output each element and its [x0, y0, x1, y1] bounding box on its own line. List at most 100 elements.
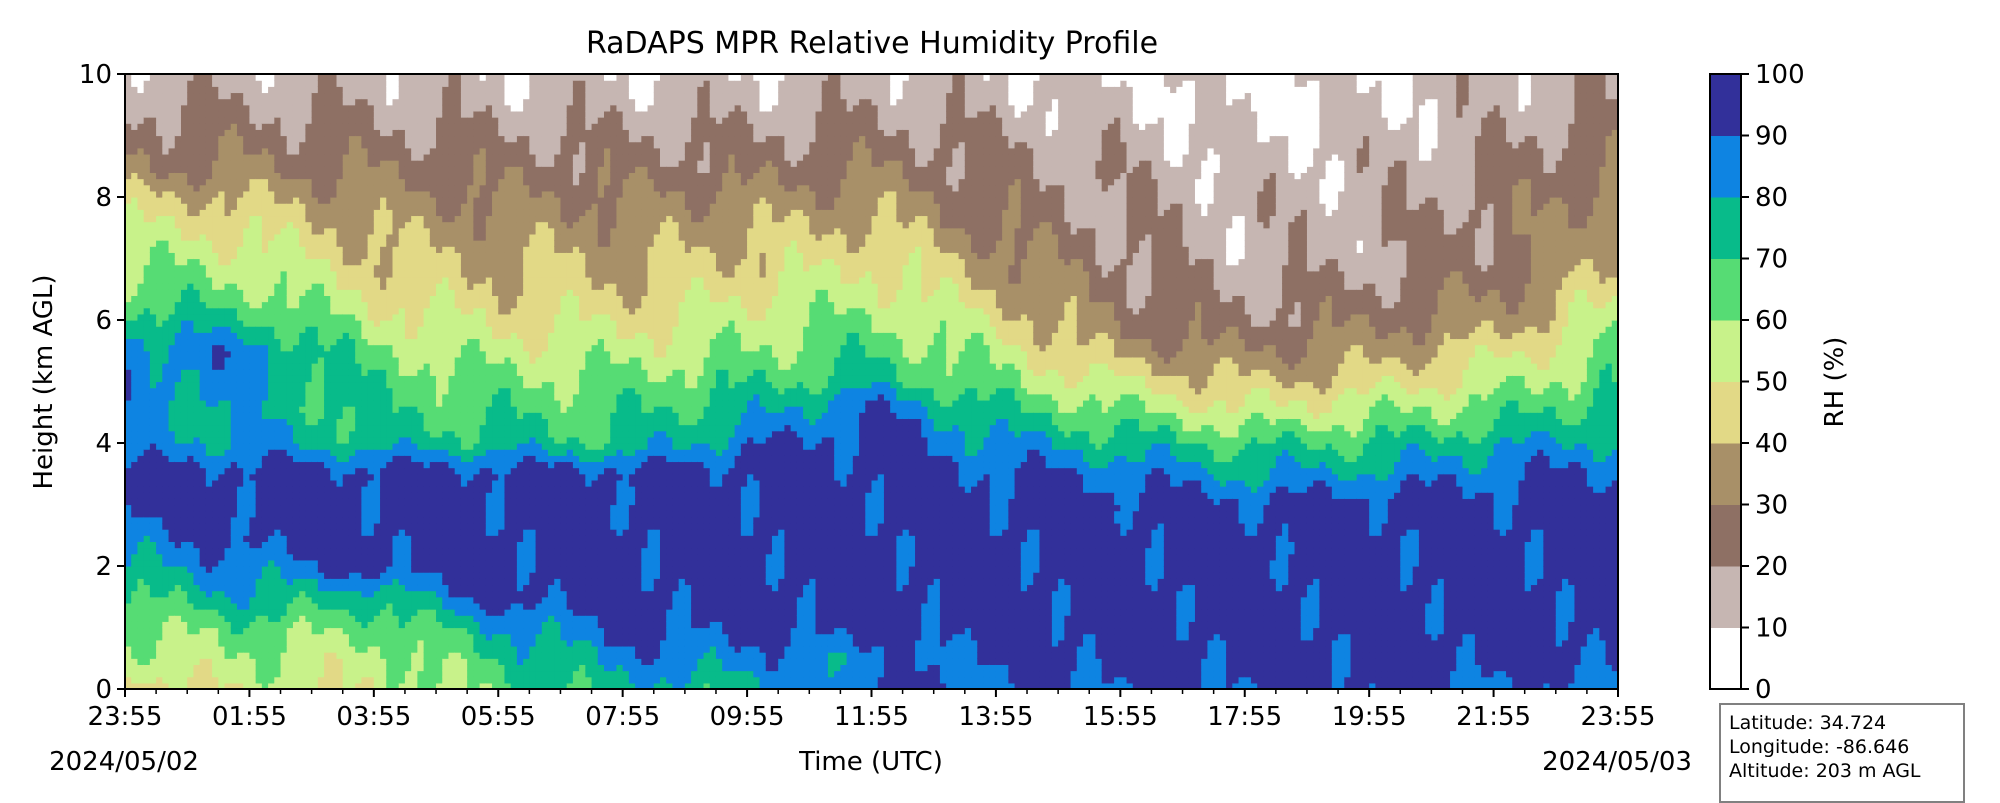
rh-cell [150, 259, 157, 266]
rh-cell [411, 351, 418, 358]
rh-cell [193, 142, 200, 149]
rh-cell [368, 277, 375, 284]
rh-cell [200, 615, 207, 622]
rh-cell [368, 172, 375, 179]
rh-cell [405, 129, 412, 136]
rh-cell [225, 412, 232, 419]
rh-cell [137, 468, 144, 475]
rh-cell [318, 461, 325, 468]
rh-cell [125, 271, 132, 278]
rh-cell [312, 498, 319, 505]
rh-cell [175, 320, 182, 327]
rh-cell [393, 566, 400, 573]
rh-cell [305, 197, 312, 204]
rh-cell [218, 498, 225, 505]
rh-cell [393, 209, 400, 216]
rh-cell [262, 461, 269, 468]
rh-cell [299, 418, 306, 425]
rh-cell [337, 375, 344, 382]
rh-cell [156, 105, 163, 112]
rh-cell [343, 215, 350, 222]
rh-cell [200, 283, 207, 290]
rh-cell [337, 529, 344, 536]
rh-cell [231, 99, 238, 106]
rh-cell [305, 621, 312, 628]
rh-cell [249, 449, 256, 456]
rh-cell [225, 664, 232, 671]
rh-cell [181, 523, 188, 530]
rh-cell [225, 609, 232, 616]
rh-cell [368, 345, 375, 352]
rh-cell [268, 123, 275, 130]
rh-cell [368, 449, 375, 456]
rh-cell [249, 468, 256, 475]
rh-cell [318, 332, 325, 339]
rh-cell [386, 400, 393, 407]
rh-cell [262, 203, 269, 210]
rh-cell [386, 99, 393, 106]
rh-cell [218, 437, 225, 444]
rh-cell [137, 621, 144, 628]
rh-cell [374, 505, 381, 512]
rh-cell [318, 117, 325, 124]
rh-cell [243, 160, 250, 167]
rh-cell [206, 621, 213, 628]
rh-cell [274, 154, 281, 161]
rh-cell [156, 523, 163, 530]
rh-cell [405, 351, 412, 358]
rh-cell [262, 369, 269, 376]
rh-cell [405, 609, 412, 616]
rh-cell [330, 382, 337, 389]
rh-cell [293, 461, 300, 468]
rh-cell [193, 332, 200, 339]
rh-cell [386, 357, 393, 364]
rh-cell [411, 517, 418, 524]
rh-cell [169, 603, 176, 610]
rh-cell [399, 658, 406, 665]
rh-cell [374, 517, 381, 524]
rh-cell [169, 578, 176, 585]
rh-cell [169, 425, 176, 432]
rh-cell [281, 154, 288, 161]
rh-cell [374, 634, 381, 641]
rh-cell [349, 259, 356, 266]
rh-cell [137, 345, 144, 352]
rh-cell [206, 634, 213, 641]
rh-cell [312, 351, 319, 358]
rh-cell [249, 474, 256, 481]
rh-cell [380, 652, 387, 659]
rh-cell [361, 295, 368, 302]
rh-cell [393, 634, 400, 641]
rh-cell [200, 271, 207, 278]
rh-cell [137, 357, 144, 364]
rh-cell [200, 74, 207, 81]
rh-cell [187, 111, 194, 118]
rh-cell [150, 603, 157, 610]
rh-cell [337, 117, 344, 124]
rh-cell [181, 584, 188, 591]
rh-cell [386, 240, 393, 247]
rh-cell [393, 640, 400, 647]
rh-cell [411, 308, 418, 315]
rh-cell [324, 455, 331, 462]
rh-cell [312, 80, 319, 87]
rh-cell [374, 222, 381, 229]
rh-cell [417, 572, 424, 579]
rh-cell [156, 197, 163, 204]
rh-cell [374, 271, 381, 278]
rh-cell [399, 166, 406, 173]
rh-cell [206, 628, 213, 635]
rh-cell [137, 505, 144, 512]
rh-cell [330, 523, 337, 530]
rh-cell [243, 621, 250, 628]
rh-cell [256, 455, 263, 462]
rh-cell [150, 609, 157, 616]
rh-cell [417, 443, 424, 450]
rh-cell [162, 302, 169, 309]
rh-cell [231, 345, 238, 352]
rh-cell [305, 166, 312, 173]
rh-cell [193, 652, 200, 659]
rh-cell [299, 148, 306, 155]
rh-cell [225, 265, 232, 272]
rh-cell [237, 455, 244, 462]
